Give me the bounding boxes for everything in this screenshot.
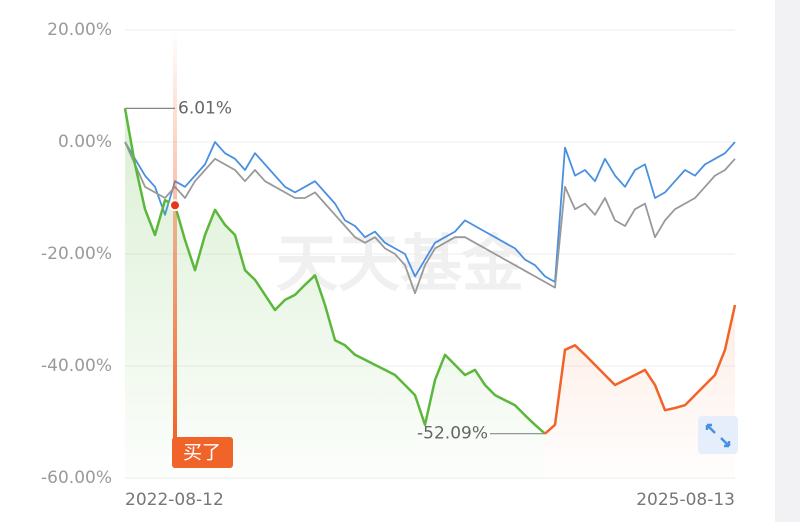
max-label: 6.01% — [178, 98, 232, 118]
x-tick-label: 2022-08-12 — [125, 490, 224, 510]
expand-button[interactable] — [698, 416, 738, 454]
y-tick-label: 20.00% — [47, 20, 112, 40]
side-strip — [775, 0, 800, 522]
line — [124, 141, 736, 283]
buy-line — [173, 30, 177, 440]
x-tick-label: 2025-08-13 — [636, 490, 735, 510]
buy-badge — [172, 437, 233, 468]
buy-label: 买了 — [183, 442, 221, 464]
buy-dot — [169, 199, 181, 212]
y-tick-label: -60.00% — [41, 468, 112, 488]
y-tick-label: -20.00% — [41, 244, 112, 264]
area — [545, 305, 735, 478]
expand-icon[interactable] — [705, 423, 731, 448]
line — [123, 108, 546, 435]
area — [125, 108, 545, 479]
line — [124, 141, 736, 295]
y-tick-label: 0.00% — [58, 132, 112, 152]
min-label: -52.09% — [417, 424, 488, 444]
line — [544, 304, 737, 435]
expand-bg[interactable] — [698, 416, 738, 454]
y-tick-label: -40.00% — [41, 356, 112, 376]
